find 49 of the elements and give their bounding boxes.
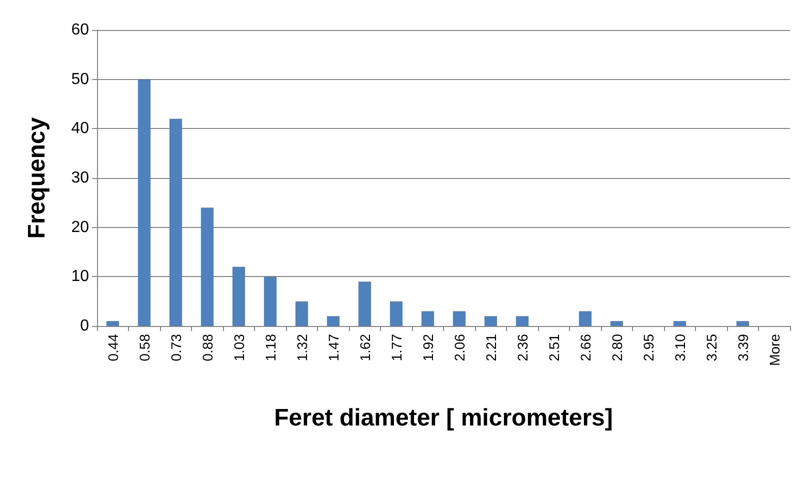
x-tick-label: 0.44 bbox=[104, 334, 121, 362]
x-tick-label: 2.80 bbox=[608, 334, 625, 362]
x-tick-label: 2.95 bbox=[640, 334, 656, 362]
bar bbox=[516, 316, 529, 326]
x-tick-label: 3.10 bbox=[672, 334, 688, 362]
x-tick-label: 1.32 bbox=[294, 334, 310, 362]
x-tick-label: 3.25 bbox=[703, 334, 720, 362]
y-tick-label: 40 bbox=[71, 120, 90, 138]
y-tick-label: 60 bbox=[71, 22, 90, 38]
x-tick-label: 1.92 bbox=[420, 334, 436, 362]
x-tick-label: 1.03 bbox=[230, 334, 247, 362]
bar bbox=[200, 208, 214, 326]
bar bbox=[390, 301, 403, 326]
bar bbox=[358, 282, 372, 326]
x-tick-label: 1.47 bbox=[325, 334, 342, 362]
x-tick-label: 1.77 bbox=[388, 334, 404, 362]
y-tick-label: 20 bbox=[71, 218, 90, 236]
bar bbox=[232, 266, 246, 326]
x-tick-label: 2.66 bbox=[577, 334, 594, 362]
x-tick-label: 3.39 bbox=[734, 334, 751, 362]
x-axis-title: Feret diameter [ micrometers] bbox=[274, 404, 613, 432]
bar bbox=[673, 321, 686, 326]
bar bbox=[578, 311, 592, 326]
bar bbox=[264, 276, 277, 326]
x-tick-label: More bbox=[766, 334, 782, 366]
x-tick-label: 2.06 bbox=[451, 334, 468, 362]
y-tick-label: 0 bbox=[80, 318, 90, 334]
bar bbox=[295, 301, 308, 326]
x-tick-label: 2.21 bbox=[482, 334, 499, 362]
bar bbox=[106, 321, 120, 326]
bar bbox=[452, 311, 466, 326]
bar bbox=[169, 118, 182, 326]
y-tick-label: 50 bbox=[71, 70, 90, 88]
x-tick-label: 0.58 bbox=[136, 334, 152, 362]
bar bbox=[484, 316, 498, 326]
bar bbox=[610, 321, 624, 326]
x-tick-label: 2.36 bbox=[514, 334, 530, 362]
bar bbox=[326, 316, 340, 326]
y-axis-title: Frequency bbox=[24, 116, 50, 239]
x-tick-label: 0.88 bbox=[199, 334, 216, 362]
x-tick-label: 1.18 bbox=[262, 334, 278, 362]
x-tick-label: 2.51 bbox=[546, 334, 562, 362]
bar bbox=[421, 311, 434, 326]
y-tick-label: 30 bbox=[71, 170, 90, 186]
bar bbox=[736, 321, 750, 326]
x-tick-label: 1.62 bbox=[356, 334, 373, 362]
y-tick-label: 10 bbox=[71, 268, 90, 286]
bar bbox=[138, 79, 151, 326]
x-tick-label: 0.73 bbox=[168, 334, 184, 362]
